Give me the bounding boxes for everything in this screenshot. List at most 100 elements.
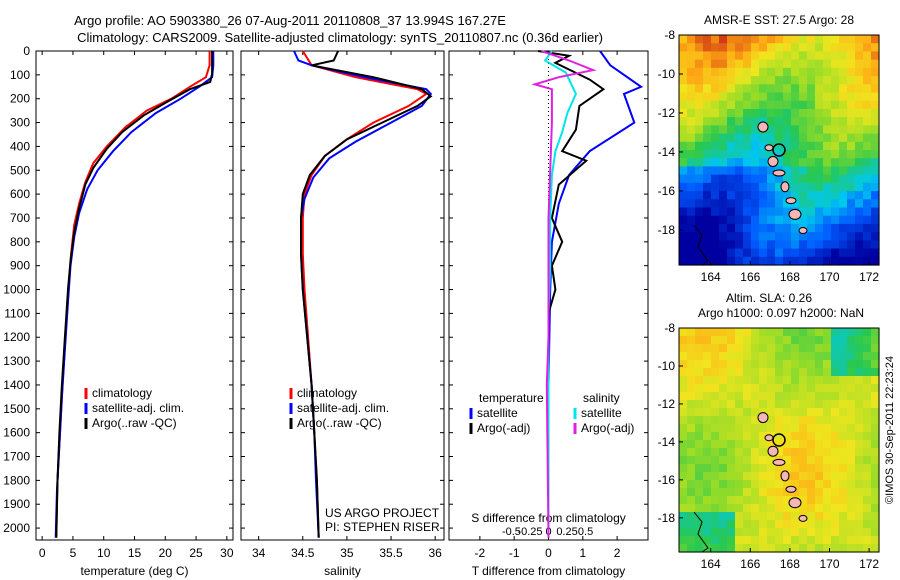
y-tick-label: 1000 — [3, 283, 30, 297]
map-cell — [719, 536, 728, 545]
map-cell — [783, 158, 792, 168]
map-cell — [751, 215, 760, 225]
map-cell — [807, 432, 816, 441]
map-cell — [807, 84, 816, 94]
map-cell — [823, 108, 832, 118]
map-cell — [871, 166, 880, 176]
map-cell — [727, 368, 736, 377]
map-cell — [839, 336, 848, 345]
map-cell — [783, 141, 792, 151]
map-cell — [735, 408, 744, 417]
map-cell — [703, 408, 712, 417]
legend-label: satellite-adj. clim. — [92, 401, 184, 415]
map-cell — [687, 158, 696, 168]
legend-label: satellite-adj. clim. — [297, 401, 389, 415]
map-cell — [831, 368, 840, 377]
map-cell — [855, 215, 864, 225]
map-cell — [783, 108, 792, 118]
lon-tick-label: 166 — [740, 557, 760, 571]
map-cell — [799, 328, 808, 337]
map-cell — [783, 368, 792, 377]
map-cell — [719, 384, 728, 393]
map-cell — [783, 432, 792, 441]
map-cell — [703, 344, 712, 353]
map-cell — [775, 191, 784, 200]
lat-tick-label: -18 — [658, 223, 676, 237]
map-cell — [759, 440, 768, 449]
map-cell — [735, 100, 744, 110]
map-cell — [823, 35, 832, 44]
map-cell — [799, 248, 808, 258]
map-cell — [871, 43, 880, 53]
map-cell — [679, 360, 688, 369]
map-cell — [767, 520, 776, 529]
map-cell — [767, 352, 776, 361]
map-cell — [727, 408, 736, 417]
map-cell — [679, 448, 688, 457]
map-cell — [807, 182, 816, 192]
map-cell — [815, 520, 824, 529]
map-cell — [775, 207, 784, 217]
map-cell — [823, 384, 832, 393]
map-cell — [735, 67, 744, 77]
x-tick-label: 20 — [159, 546, 173, 560]
map-cell — [831, 352, 840, 361]
map-cell — [871, 352, 880, 361]
map-cell — [759, 174, 768, 184]
y-tick-label: 1900 — [3, 497, 30, 511]
map-cell — [807, 536, 816, 545]
map-cell — [783, 125, 792, 135]
map-cell — [855, 43, 864, 53]
map-cell — [775, 496, 784, 505]
map-cell — [679, 248, 688, 258]
map-cell — [767, 100, 776, 110]
map-cell — [759, 456, 768, 465]
map-cell — [831, 392, 840, 401]
map-cell — [743, 150, 752, 159]
map-cell — [703, 141, 712, 151]
map-cell — [759, 158, 768, 168]
map-cell — [719, 150, 728, 159]
map-cell — [703, 432, 712, 441]
map-cell — [831, 328, 840, 337]
map-cell — [759, 344, 768, 353]
map-cell — [703, 480, 712, 489]
x-tick-label: 2 — [614, 546, 621, 560]
map-cell — [831, 67, 840, 77]
island — [764, 144, 774, 152]
map-cell — [863, 448, 872, 457]
lat-tick-label: -10 — [658, 359, 676, 373]
map-cell — [823, 232, 832, 241]
map-cell — [823, 133, 832, 143]
map-cell — [783, 520, 792, 529]
map-cell — [719, 544, 728, 553]
x-tick-label: 35 — [340, 546, 354, 560]
map-cell — [679, 141, 688, 151]
map-cell — [695, 544, 704, 553]
map-cell — [847, 432, 856, 441]
map-cell — [703, 496, 712, 505]
map-cell — [711, 360, 720, 369]
map-cell — [727, 456, 736, 465]
map-cell — [807, 376, 816, 385]
map-cell — [759, 223, 768, 233]
map-cell — [807, 480, 816, 489]
map-cell — [695, 392, 704, 401]
map-cell — [871, 472, 880, 481]
map-cell — [687, 141, 696, 151]
map-cell — [863, 43, 872, 53]
map-cell — [759, 464, 768, 473]
map-cell — [871, 544, 880, 553]
map-cell — [847, 133, 856, 143]
map-cell — [823, 207, 832, 217]
map-cell — [855, 207, 864, 217]
map-cell — [807, 125, 816, 135]
map-cell — [783, 150, 792, 159]
map-cell — [703, 182, 712, 192]
map-cell — [727, 384, 736, 393]
y-tick-label: 400 — [10, 139, 30, 153]
map-cell — [799, 240, 808, 250]
map-cell — [871, 256, 880, 266]
map-cell — [751, 384, 760, 393]
map-cell — [799, 76, 808, 85]
